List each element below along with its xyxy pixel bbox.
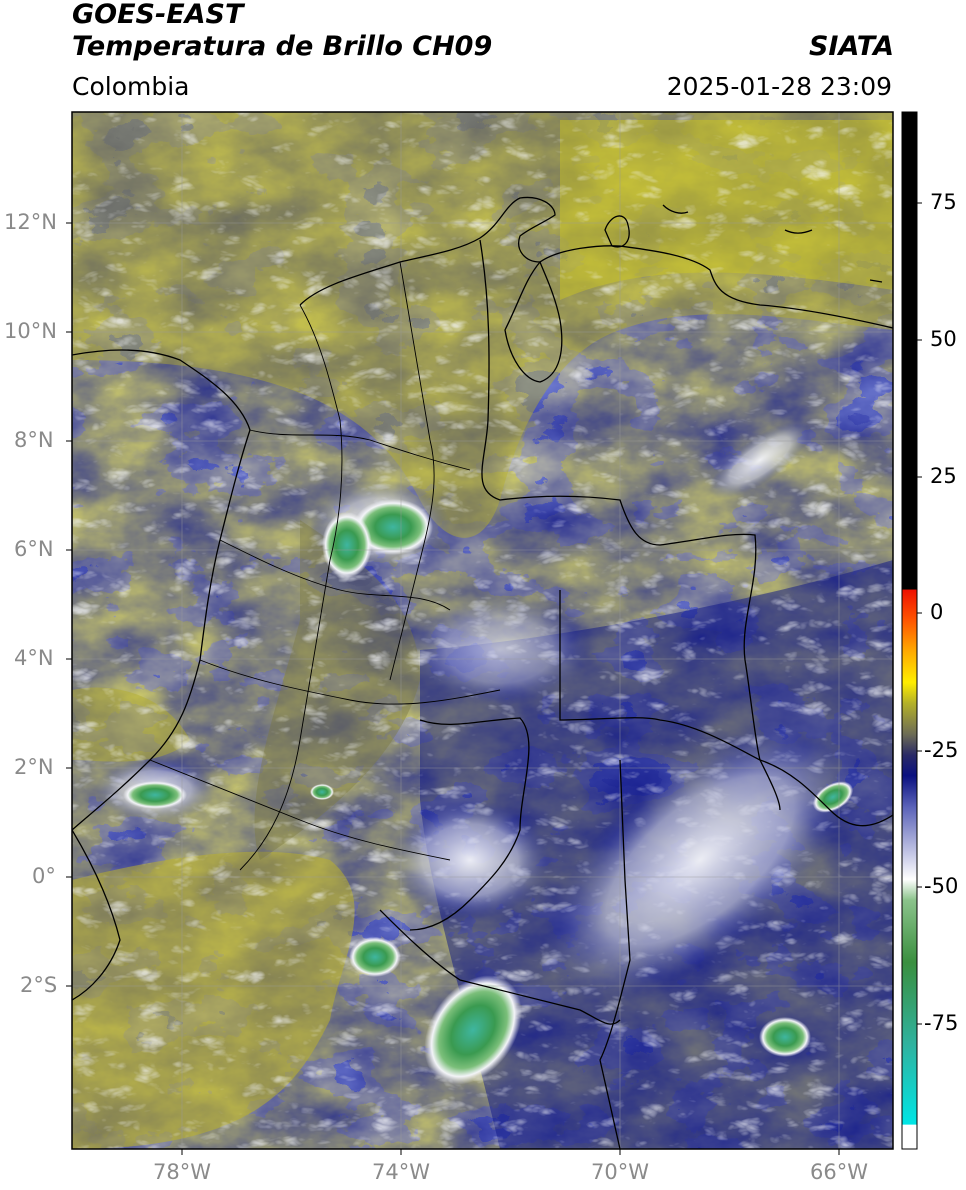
title-line2: Temperatura de Brillo CH09: [72, 31, 493, 62]
lon-tick: 74°W: [372, 1160, 430, 1184]
colorbar-tick: 0: [930, 600, 944, 624]
lat-tick: 2°N: [14, 755, 54, 779]
lon-tick: 70°W: [591, 1160, 649, 1184]
lat-tick: 0°: [32, 864, 56, 888]
lat-tick: 10°N: [4, 319, 57, 343]
colorbar-tick: -50: [924, 874, 959, 898]
source-label: SIATA: [808, 31, 894, 62]
colorbar-tick: -25: [924, 738, 959, 762]
lat-tick: 6°N: [14, 537, 54, 561]
colorbar-tick: 75: [930, 190, 957, 214]
lat-tick: 2°S: [20, 973, 58, 997]
borders: [72, 196, 893, 1149]
lat-tick: 8°N: [14, 428, 54, 452]
lon-tick: 78°W: [153, 1160, 211, 1184]
colorbar-tick: 25: [930, 464, 957, 488]
datetime-label: 2025-01-28 23:09: [666, 72, 892, 101]
lat-tick: 4°N: [14, 646, 54, 670]
map-frame: [71, 111, 894, 1150]
colorbar-tick: 50: [930, 327, 957, 351]
lon-tick: 66°W: [810, 1160, 868, 1184]
lat-tick: 12°N: [4, 210, 57, 234]
colorbar: [902, 112, 917, 1149]
region-label: Colombia: [72, 72, 190, 101]
title-line1: GOES-EAST: [72, 0, 244, 30]
colorbar-tick: -75: [924, 1011, 959, 1035]
satellite-map: [72, 112, 893, 1149]
